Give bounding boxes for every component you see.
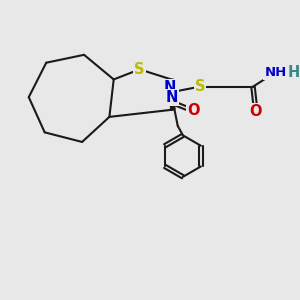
Text: O: O [250,104,262,119]
Text: N: N [164,80,176,95]
Text: N: N [166,90,178,105]
Text: S: S [195,79,205,94]
Text: NH: NH [264,66,286,79]
Text: O: O [187,103,200,118]
Text: H: H [288,65,300,80]
Text: S: S [134,62,145,77]
